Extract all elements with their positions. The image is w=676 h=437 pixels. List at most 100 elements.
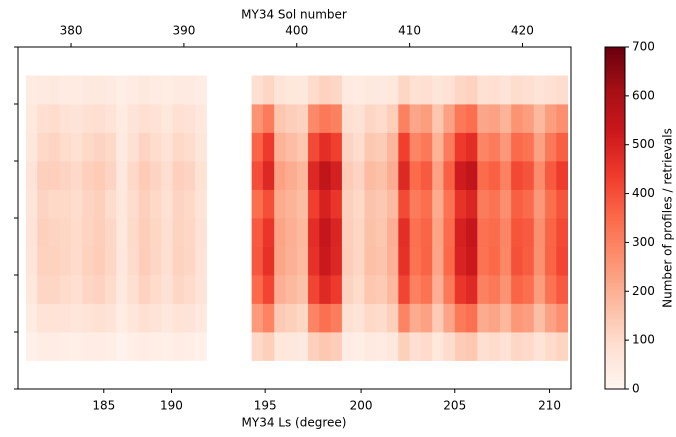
heat-cell [533, 332, 546, 361]
heat-cell [341, 303, 354, 333]
heat-cell [466, 246, 478, 276]
heat-cell [522, 189, 535, 219]
heat-cell [104, 75, 117, 105]
heat-cell [183, 303, 196, 333]
heat-cell [82, 332, 95, 361]
heat-cell [432, 75, 444, 105]
heat-cell [285, 132, 298, 162]
heat-cell [104, 161, 117, 190]
heat-cell [59, 161, 72, 190]
heat-cell [59, 189, 72, 219]
heat-cell [262, 303, 275, 333]
heat-cell [195, 246, 207, 276]
heat-cell [59, 132, 72, 162]
heat-cell [522, 246, 535, 276]
heat-cell [195, 275, 207, 304]
heat-cell [127, 332, 140, 361]
heat-cell [59, 218, 72, 247]
heat-cell [274, 132, 286, 162]
heat-cell [499, 218, 512, 247]
heat-cell [71, 75, 83, 105]
heat-cell [59, 75, 72, 105]
heat-cell [454, 218, 467, 247]
heat-cell [432, 132, 444, 162]
heat-cell [308, 189, 320, 219]
heat-cell [274, 218, 286, 247]
heat-cell [262, 246, 275, 276]
heat-cell [533, 275, 546, 304]
heat-cell [511, 246, 523, 276]
heat-cell [375, 246, 388, 276]
heat-cell [127, 275, 140, 304]
heat-cell [183, 161, 196, 190]
heat-cell [387, 332, 399, 361]
heat-cell [274, 189, 286, 219]
heat-cell [71, 161, 83, 190]
heat-cell [172, 161, 185, 190]
heat-cell [319, 218, 332, 247]
heat-cell [48, 303, 61, 333]
heat-cell [454, 104, 467, 133]
heat-cell [37, 218, 49, 247]
heat-cell [409, 303, 422, 333]
heat-cell [138, 161, 151, 190]
heat-cell [116, 132, 128, 162]
heat-cell [319, 75, 332, 105]
heat-cell [364, 161, 377, 190]
heat-cell [330, 132, 343, 162]
heat-cell [127, 104, 140, 133]
heat-cell [127, 132, 140, 162]
heat-cell [353, 303, 365, 333]
heat-cell [432, 104, 444, 133]
heat-cell [499, 246, 512, 276]
heat-cell [466, 275, 478, 304]
heat-cell [466, 132, 478, 162]
heat-cell [150, 303, 162, 333]
heat-cell [138, 332, 151, 361]
heat-cell [409, 189, 422, 219]
x-tick-label: 190 [160, 399, 183, 413]
heat-cell [353, 218, 365, 247]
heat-cell [296, 218, 309, 247]
x-top-tick-label: 380 [60, 24, 83, 38]
heat-cell [93, 161, 106, 190]
heat-cell [387, 104, 399, 133]
heat-cell [262, 275, 275, 304]
heat-cell [274, 246, 286, 276]
heat-cell [432, 303, 444, 333]
heat-cell [285, 303, 298, 333]
heat-cell [172, 218, 185, 247]
heat-cell [499, 132, 512, 162]
heat-cell [251, 332, 264, 361]
heat-cell [387, 189, 399, 219]
heat-cell [285, 104, 298, 133]
heat-cell [488, 189, 501, 219]
heat-cell [387, 246, 399, 276]
heat-cell [466, 218, 478, 247]
heat-cell [545, 104, 557, 133]
heat-cell [274, 104, 286, 133]
heat-cell [172, 75, 185, 105]
heat-cell [104, 104, 117, 133]
heat-cell [82, 275, 95, 304]
heat-cell [398, 246, 411, 276]
heat-cell [25, 218, 38, 247]
heat-cell [127, 303, 140, 333]
heat-cell [533, 303, 546, 333]
heat-cell [522, 132, 535, 162]
heat-cell [150, 132, 162, 162]
heat-cell [330, 332, 343, 361]
colorbar-tick-label: 200 [632, 284, 655, 298]
heat-cell [37, 246, 49, 276]
heat-cell [409, 332, 422, 361]
heat-cell [556, 303, 569, 333]
heat-cell [522, 218, 535, 247]
heat-cell [161, 275, 174, 304]
heat-cell [375, 104, 388, 133]
heat-cell [71, 104, 83, 133]
heat-cell [330, 189, 343, 219]
heat-cell [353, 332, 365, 361]
heat-cell [296, 161, 309, 190]
heat-cell [330, 303, 343, 333]
heat-cell [341, 275, 354, 304]
